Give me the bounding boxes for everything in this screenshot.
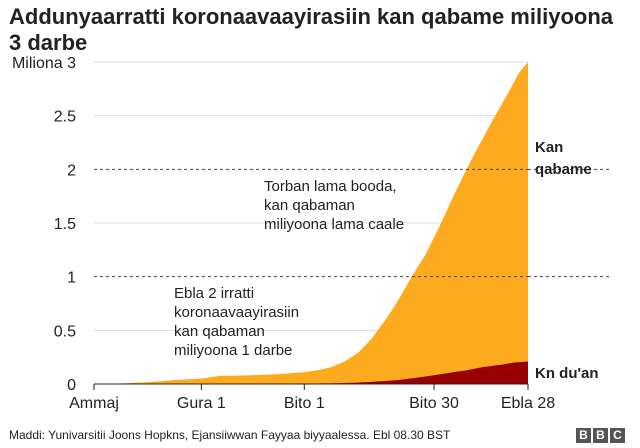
y-tick-label: 0 <box>67 377 76 394</box>
x-tick-label: Bito 30 <box>409 395 459 412</box>
chart-title: Addunyaarratti koronaavaayirasiin kan qa… <box>9 4 613 55</box>
annotation-line: miliyoona lama caale <box>264 216 404 233</box>
annotation-line: kan qabaman <box>264 197 355 214</box>
bbc-logo-letter: B <box>593 428 608 443</box>
bbc-logo-letter: B <box>576 428 591 443</box>
bbc-logo: B B C <box>576 428 625 443</box>
x-tick-label: Ammaj <box>69 395 119 412</box>
source-note: Maddi: Yunivarsitii Joons Hopkns, Ejansi… <box>9 428 451 442</box>
y-tick-label: 1.5 <box>54 216 76 233</box>
y-tick-label: 0.5 <box>54 323 76 340</box>
annotation-line: miliyoona 1 darbe <box>174 342 292 359</box>
series-label: Kan <box>535 139 563 156</box>
y-tick-label: 1 <box>67 270 76 287</box>
x-tick-label: Bito 1 <box>284 395 325 412</box>
series-label: qabame <box>535 161 592 178</box>
series-area-deaths <box>94 361 528 384</box>
annotation-line: kan qabaman <box>174 323 265 340</box>
x-tick-label: Gura 1 <box>177 395 226 412</box>
annotation-line: Torban lama booda, <box>264 178 397 195</box>
x-tick-label: Ebla 28 <box>501 395 555 412</box>
y-tick-label: Miliona 3 <box>12 55 76 72</box>
y-tick-label: 2 <box>67 162 76 179</box>
annotation-line: koronaavaayirasiin <box>174 304 299 321</box>
series-area-confirmed <box>94 62 528 384</box>
bbc-logo-letter: C <box>610 428 625 443</box>
series-label: Kn du'an <box>535 365 599 382</box>
y-tick-label: 2.5 <box>54 109 76 126</box>
annotation-line: Ebla 2 irratti <box>174 285 254 302</box>
